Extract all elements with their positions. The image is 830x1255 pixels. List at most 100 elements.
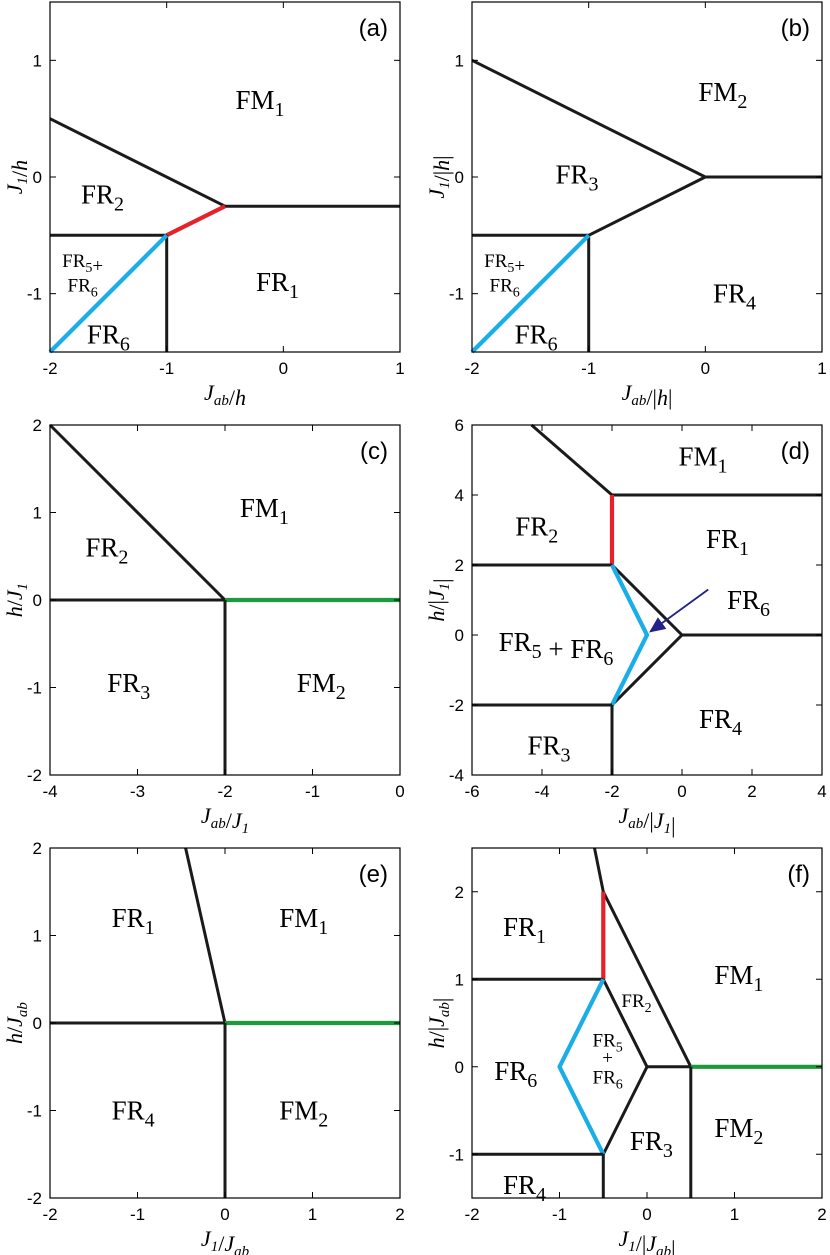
boundary-line bbox=[49, 117, 226, 208]
x-axis-label: J1/Jab bbox=[201, 1226, 250, 1255]
region-label: FM1 bbox=[678, 442, 727, 478]
y-tick-label: 1 bbox=[33, 927, 42, 946]
boundary-line bbox=[530, 423, 613, 497]
region-label: FR1 bbox=[256, 267, 299, 303]
region-label: FR3 bbox=[555, 160, 598, 196]
region-label: FR5 bbox=[593, 1031, 623, 1056]
y-tick-label: 0 bbox=[455, 168, 464, 187]
x-tick-label: -4 bbox=[534, 782, 549, 801]
region-label: FM2 bbox=[698, 77, 747, 113]
region-label: FR4 bbox=[503, 1170, 546, 1206]
region-label: FM2 bbox=[297, 668, 346, 704]
plot-frame bbox=[471, 424, 823, 776]
x-tick-label: 2 bbox=[817, 1205, 826, 1224]
region-label: FM1 bbox=[714, 960, 763, 996]
y-tick-label: -1 bbox=[27, 285, 42, 304]
boundary-line bbox=[470, 233, 591, 354]
y-tick-label: 0 bbox=[33, 1014, 42, 1033]
y-tick-label: -2 bbox=[27, 766, 42, 785]
x-tick-label: -2 bbox=[217, 782, 232, 801]
region-label: FR2 bbox=[515, 512, 558, 548]
x-tick-label: 2 bbox=[395, 1205, 404, 1224]
x-tick-label: -1 bbox=[305, 782, 320, 801]
region-label: FR5+ bbox=[484, 251, 525, 277]
y-axis-label: h/|Jab| bbox=[424, 998, 454, 1049]
x-tick-label: 1 bbox=[730, 1205, 739, 1224]
x-axis-label: Jab/|h| bbox=[622, 380, 673, 410]
region-label: FR2 bbox=[621, 991, 651, 1016]
x-axis-label: Jab/|J1| bbox=[619, 803, 676, 838]
x-axis-label: Jab/h bbox=[204, 380, 246, 410]
region-label: FR1 bbox=[706, 524, 749, 560]
y-tick-label: 6 bbox=[455, 416, 464, 435]
region-label: FM1 bbox=[279, 903, 328, 939]
x-tick-label: -1 bbox=[581, 359, 596, 378]
region-label: FM2 bbox=[279, 1096, 328, 1132]
y-tick-label: -1 bbox=[27, 1102, 42, 1121]
panel-d: -6 -4 -2 0 2 4-4-20246(d)Jab/|J1|h/|J1|FM1FR2… bbox=[424, 416, 827, 838]
panel-f: -2 -1 0 1 2 -1 0 1 2 (f) J1/|Jab| h/|Jab| FR1 FM1 FR2 F… bbox=[424, 847, 827, 1255]
region-label: FR2 bbox=[85, 533, 128, 569]
region-label: FM1 bbox=[240, 493, 289, 529]
x-tick-label: 1 bbox=[395, 359, 404, 378]
x-tick-label: -6 bbox=[464, 782, 479, 801]
y-tick-label: 0 bbox=[455, 626, 464, 645]
region-label: FR1 bbox=[503, 912, 546, 948]
region-label: FR6 bbox=[727, 585, 770, 621]
y-tick-label: -1 bbox=[27, 679, 42, 698]
region-label: FR6 bbox=[515, 320, 558, 356]
panel-label: (f) bbox=[787, 861, 810, 888]
x-tick-label: 0 bbox=[701, 359, 710, 378]
boundary-line bbox=[165, 204, 226, 238]
region-label: FR4 bbox=[713, 279, 756, 315]
panel-label: (a) bbox=[359, 15, 388, 42]
x-tick-label: 0 bbox=[220, 1205, 229, 1224]
y-tick-label: 2 bbox=[33, 416, 42, 435]
panel-label: (d) bbox=[781, 438, 810, 465]
y-axis-label: J1/|h| bbox=[424, 155, 454, 198]
region-label: FR6 bbox=[490, 276, 520, 301]
y-axis-label: h/J1 bbox=[2, 583, 31, 617]
y-tick-label: -2 bbox=[449, 696, 464, 715]
x-tick-label: 4 bbox=[817, 782, 826, 801]
boundary-line bbox=[588, 175, 706, 237]
panel-label: (b) bbox=[781, 15, 810, 42]
boundary-line bbox=[471, 58, 706, 179]
y-tick-label: -2 bbox=[27, 1189, 42, 1208]
x-tick-label: -2 bbox=[42, 359, 57, 378]
boundary-line bbox=[601, 978, 649, 1068]
x-tick-label: -2 bbox=[464, 1205, 479, 1224]
region-label: FR3 bbox=[527, 730, 570, 766]
x-tick-label: -3 bbox=[130, 782, 145, 801]
panel-e: -2 -1 0 1 2 -2 -1 0 1 2 (e) J1/Jab h/Jab FR1 FM1 FR4 FM2 bbox=[2, 839, 405, 1255]
y-axis-label: h/|J1| bbox=[424, 578, 454, 621]
boundary-line bbox=[610, 563, 684, 637]
region-label: FR3 bbox=[107, 668, 150, 704]
y-tick-label: 4 bbox=[455, 486, 464, 505]
y-tick-label: 2 bbox=[455, 883, 464, 902]
region-label: FR4 bbox=[112, 1096, 155, 1132]
region-label: FR6 bbox=[494, 1056, 537, 1092]
panel-a: -2 -1 0 1-101(a)Jab/hJ1/hFM1FR2FR1FR6FR5+FR… bbox=[2, 1, 405, 410]
region-label: FR6 bbox=[87, 320, 130, 356]
x-tick-label: 0 bbox=[395, 782, 404, 801]
region-label: FR3 bbox=[630, 1126, 673, 1162]
y-tick-label: -4 bbox=[449, 766, 464, 785]
region-label: FM1 bbox=[235, 85, 284, 121]
y-tick-label: 0 bbox=[33, 168, 42, 187]
region-label: FR5 + FR6 bbox=[499, 627, 614, 670]
boundary-line bbox=[557, 978, 606, 1156]
boundary-line bbox=[610, 564, 650, 706]
region-label: FR4 bbox=[699, 704, 742, 740]
boundary-line bbox=[601, 1066, 649, 1155]
panel-label: (e) bbox=[359, 861, 388, 888]
x-tick-label: -1 bbox=[552, 1205, 567, 1224]
y-tick-label: -1 bbox=[449, 1145, 464, 1164]
x-axis-label: J1/|Jab| bbox=[619, 1226, 676, 1255]
panel-label: (c) bbox=[360, 438, 388, 465]
y-axis-label: h/Jab bbox=[2, 1002, 31, 1044]
y-tick-label: 2 bbox=[455, 556, 464, 575]
region-label: FR1 bbox=[112, 903, 155, 939]
region-label: FR6 bbox=[593, 1067, 623, 1092]
y-tick-label: -1 bbox=[449, 285, 464, 304]
